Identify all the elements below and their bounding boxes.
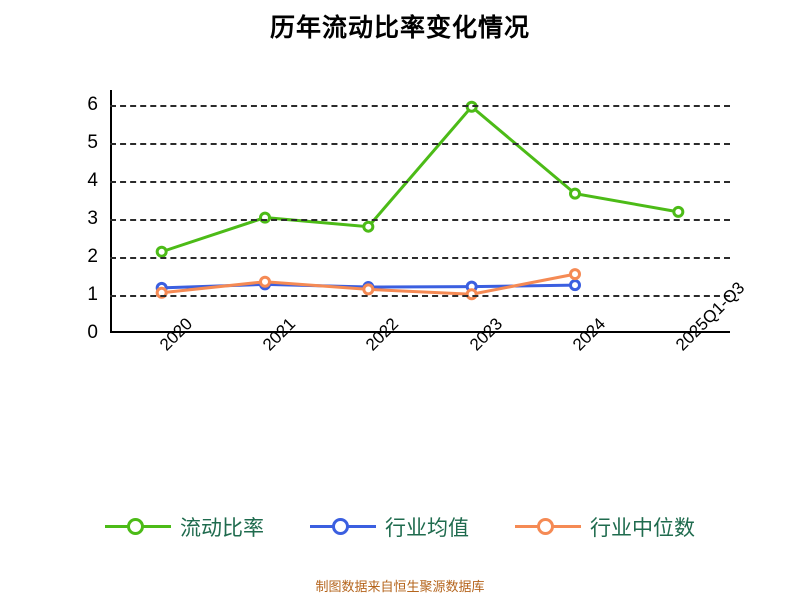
chart-title: 历年流动比率变化情况 [269, 14, 530, 42]
data-point [569, 268, 581, 281]
data-point [259, 275, 271, 288]
y-tick-label: 4 [87, 170, 98, 192]
y-tick-label: 0 [87, 322, 98, 343]
data-point [569, 279, 581, 292]
legend-item[interactable]: 行业均值 [310, 512, 469, 542]
data-point [155, 286, 168, 299]
x-axis-line [110, 331, 730, 333]
legend-item[interactable]: 行业中位数 [515, 512, 695, 542]
legend-label: 行业中位数 [590, 517, 695, 540]
legend-point-icon [332, 518, 349, 535]
data-point [362, 283, 375, 296]
gridline [110, 143, 730, 146]
gridline [110, 295, 730, 298]
legend-point-icon [127, 518, 144, 535]
legend-label: 流动比率 [180, 517, 264, 540]
legend-point-icon [537, 518, 554, 535]
gridline [110, 181, 730, 184]
y-tick-label: 6 [87, 94, 98, 116]
legend-marker-icon [310, 514, 376, 540]
data-point [569, 187, 581, 200]
legend-item[interactable]: 流动比率 [105, 512, 264, 542]
series-line [161, 104, 679, 254]
gridline [110, 219, 730, 222]
gridline [110, 257, 730, 260]
legend-marker-icon [105, 514, 171, 540]
chart-footnote: 制图数据来自恒生聚源数据库 [315, 579, 485, 594]
gridline [110, 105, 730, 108]
legend-label: 行业均值 [385, 517, 469, 540]
data-point [362, 220, 375, 233]
data-point [155, 245, 168, 258]
plot-area: 0 1 2 3 4 5 6 2020 2021 2022 2023 2024 2025Q1-Q3 [87, 90, 748, 354]
y-axis-line [110, 90, 112, 333]
chart-legend: 流动比率 行业均值 行业中位数 [0, 512, 800, 542]
y-tick-label: 1 [87, 284, 98, 306]
y-tick-label: 5 [87, 132, 98, 154]
y-tick-label: 2 [87, 246, 98, 268]
data-point [672, 205, 685, 218]
y-tick-label: 3 [87, 208, 98, 230]
legend-marker-icon [515, 514, 581, 540]
